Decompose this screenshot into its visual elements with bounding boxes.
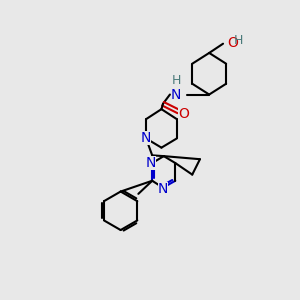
Text: N: N (146, 156, 156, 170)
Text: N: N (158, 182, 168, 196)
Text: N: N (171, 88, 181, 101)
Text: N: N (141, 131, 151, 146)
Text: H: H (171, 74, 181, 87)
Text: O: O (178, 107, 189, 121)
Text: H: H (234, 34, 243, 47)
Text: O: O (227, 36, 238, 50)
